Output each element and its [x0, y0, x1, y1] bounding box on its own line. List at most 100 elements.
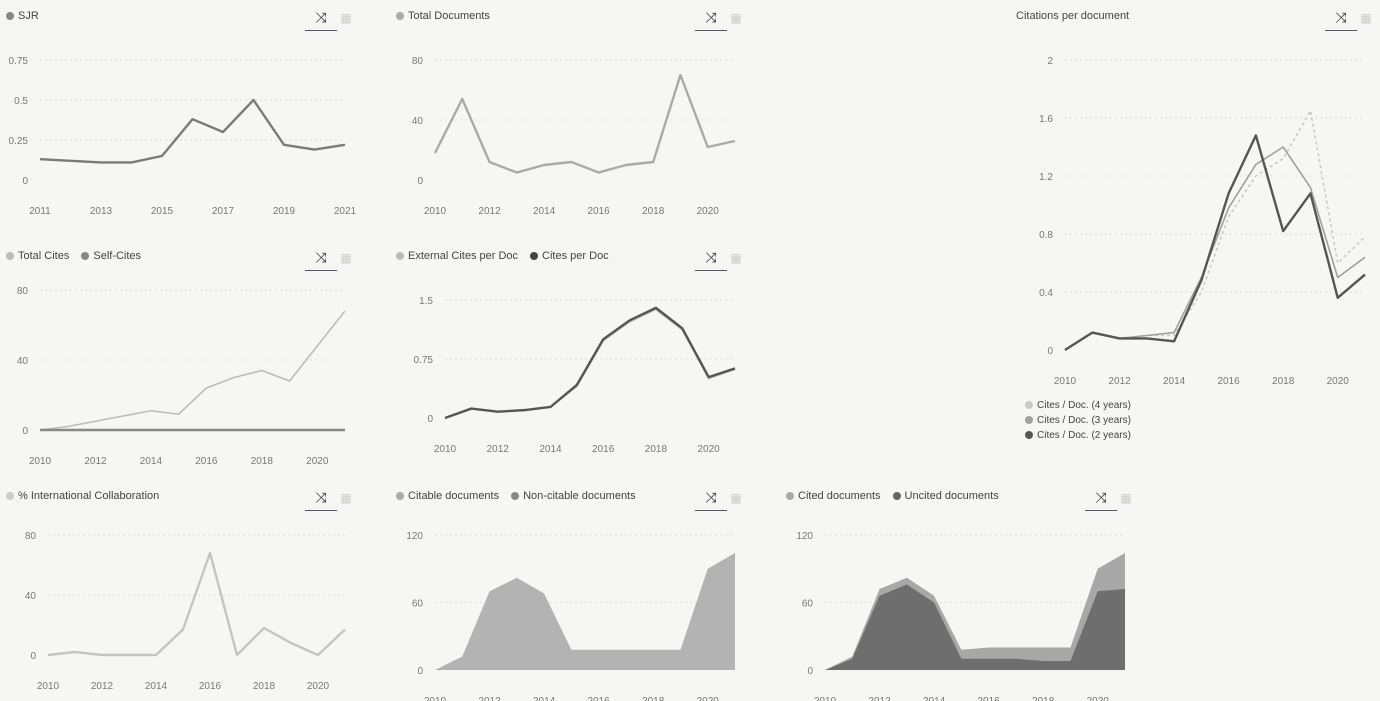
- legend-item-citations-per-document[interactable]: Citations per document: [1016, 10, 1129, 22]
- chart-panel-total-cites: Total Cites Self-Cites ⤨ ▦ 0 40 80 2010 2012 2014…: [0, 240, 370, 470]
- chart-panel-cited-docs: Cited documents Uncited documents ⤨ ▦ 0 60 120…: [780, 480, 1150, 701]
- legend-label: Citations per document: [1016, 10, 1130, 22]
- chart-icon[interactable]: ⤨: [1325, 6, 1357, 31]
- chart-svg: 0 0.25 0.5 0.75 2011 2013 2015 2017 2019 2021: [9, 56, 357, 217]
- x-tick-label: 2010: [29, 456, 52, 467]
- legend-item--international-collaboration[interactable]: % International Collaboration: [6, 490, 159, 502]
- table-icon[interactable]: ▦: [730, 491, 742, 505]
- chart-panel-citations-per-document: Citations per document ⤨ ▦ 0 0.4 0.8 1.2 1.6 2 20…: [1010, 0, 1380, 470]
- y-tick-label: 80: [17, 286, 29, 297]
- chart-svg: 0 40 80 2010 2012 2014 2016 2018 2020: [412, 56, 736, 217]
- legend-item-sjr[interactable]: SJR: [6, 10, 39, 22]
- chart-svg: 0 40 80 2010 2012 2014 2016 2018 2020: [25, 531, 346, 692]
- y-tick-label: 80: [412, 56, 424, 67]
- y-tick-label: 0: [30, 651, 36, 662]
- legend-item-uncited-documents[interactable]: Uncited documents: [892, 490, 999, 502]
- y-tick-label: 0.5: [14, 96, 28, 107]
- x-tick-label: 2010: [434, 444, 457, 455]
- line-series-cites-doc-3-years-[interactable]: [1064, 146, 1366, 351]
- x-tick-label: 2018: [642, 206, 665, 217]
- chart-icon[interactable]: ⤨: [305, 6, 337, 31]
- y-tick-label: 120: [796, 531, 813, 542]
- legend-swatch: [396, 12, 404, 20]
- legend-item-total-cites[interactable]: Total Cites: [6, 250, 69, 262]
- legend-item-cites-per-doc[interactable]: Cites per Doc: [530, 250, 609, 262]
- chart-icon[interactable]: ⤨: [305, 486, 337, 511]
- legend-label: Cited documents: [798, 490, 881, 502]
- chart-legend: External Cites per Doc Cites per Doc: [396, 250, 621, 262]
- chart-legend: Citations per document: [1016, 10, 1141, 22]
- x-tick-label: 2012: [1108, 376, 1131, 387]
- area-series-citable-documents[interactable]: [435, 553, 735, 670]
- y-tick-label: 120: [406, 531, 423, 542]
- series-legend-item[interactable]: Cites / Doc. (4 years): [1025, 398, 1131, 413]
- legend-item-total-documents[interactable]: Total Documents: [396, 10, 490, 22]
- y-tick-label: 2: [1047, 56, 1053, 67]
- chart-toolbar: ⤨ ▦: [1325, 6, 1375, 31]
- table-icon[interactable]: ▦: [340, 251, 352, 265]
- legend-swatch: [530, 252, 539, 260]
- chart-icon[interactable]: ⤨: [1085, 486, 1117, 511]
- legend-label: Cites per Doc: [542, 250, 609, 262]
- legend-swatch: [6, 252, 14, 260]
- chart-toolbar: ⤨ ▦: [1085, 486, 1135, 511]
- x-tick-label: 2014: [140, 456, 163, 467]
- legend-item-non-citable-documents[interactable]: Non-citable documents: [511, 490, 636, 502]
- area-series-uncited-documents[interactable]: [825, 584, 1125, 671]
- y-tick-label: 60: [412, 599, 424, 610]
- x-tick-label: 2014: [533, 696, 556, 701]
- y-tick-label: 0: [807, 666, 813, 677]
- x-tick-label: 2018: [1272, 376, 1295, 387]
- series-legend-item[interactable]: Cites / Doc. (3 years): [1025, 413, 1131, 428]
- line-series-cites-per-doc[interactable]: [444, 306, 736, 420]
- y-tick-label: 80: [25, 531, 37, 542]
- legend-swatch: [6, 492, 14, 500]
- x-tick-label: 2010: [814, 696, 837, 701]
- chart-icon[interactable]: ⤨: [305, 246, 337, 271]
- legend-label: Uncited documents: [904, 490, 999, 502]
- line-series--international-collaboration[interactable]: [47, 551, 346, 657]
- line-series-sjr[interactable]: [39, 98, 346, 164]
- legend-item-self-cites[interactable]: Self-Cites: [81, 250, 141, 262]
- chart-toolbar: ⤨ ▦: [305, 246, 355, 271]
- y-tick-label: 0: [1047, 346, 1053, 357]
- chart-icon[interactable]: ⤨: [695, 246, 727, 271]
- y-tick-label: 0: [22, 176, 28, 187]
- chart-svg: 0 0.4 0.8 1.2 1.6 2 2010 2012 2014 2016 2018 2020: [1039, 56, 1366, 387]
- table-icon[interactable]: ▦: [340, 491, 352, 505]
- x-tick-label: 2020: [306, 456, 329, 467]
- legend-swatch: [396, 252, 404, 260]
- table-icon[interactable]: ▦: [1360, 11, 1372, 25]
- x-tick-label: 2010: [424, 696, 447, 701]
- x-tick-label: 2012: [478, 206, 501, 217]
- chart-icon[interactable]: ⤨: [695, 486, 727, 511]
- y-tick-label: 1.5: [419, 296, 433, 307]
- chart-icon[interactable]: ⤨: [695, 6, 727, 31]
- legend-item-citable-documents[interactable]: Citable documents: [396, 490, 499, 502]
- x-tick-label: 2014: [539, 444, 562, 455]
- table-icon[interactable]: ▦: [730, 11, 742, 25]
- x-tick-label: 2018: [642, 696, 665, 701]
- x-tick-label: 2020: [697, 696, 720, 701]
- chart-legend: SJR: [6, 10, 51, 22]
- x-tick-label: 2016: [588, 696, 611, 701]
- line-series-total-documents[interactable]: [433, 73, 736, 174]
- legend-item-cited-documents[interactable]: Cited documents: [786, 490, 881, 502]
- line-series-cites-doc-2-years-[interactable]: [1064, 134, 1366, 352]
- legend-label: Total Documents: [408, 10, 490, 22]
- series-legend-item[interactable]: Cites / Doc. (2 years): [1025, 428, 1131, 443]
- x-tick-label: 2013: [90, 206, 113, 217]
- table-icon[interactable]: ▦: [1120, 491, 1132, 505]
- x-tick-label: 2016: [199, 681, 222, 692]
- line-series-total-cites[interactable]: [39, 310, 346, 431]
- table-icon[interactable]: ▦: [730, 251, 742, 265]
- legend-swatch: [81, 252, 90, 260]
- chart-legend: Cited documents Uncited documents: [786, 490, 1011, 502]
- legend-swatch: [6, 12, 14, 20]
- y-tick-label: 0: [427, 414, 433, 425]
- table-icon[interactable]: ▦: [340, 11, 352, 25]
- y-tick-label: 0.25: [9, 136, 29, 147]
- legend-item-external-cites-per-doc[interactable]: External Cites per Doc: [396, 250, 518, 262]
- y-tick-label: 40: [17, 356, 29, 367]
- x-tick-label: 2012: [868, 696, 891, 701]
